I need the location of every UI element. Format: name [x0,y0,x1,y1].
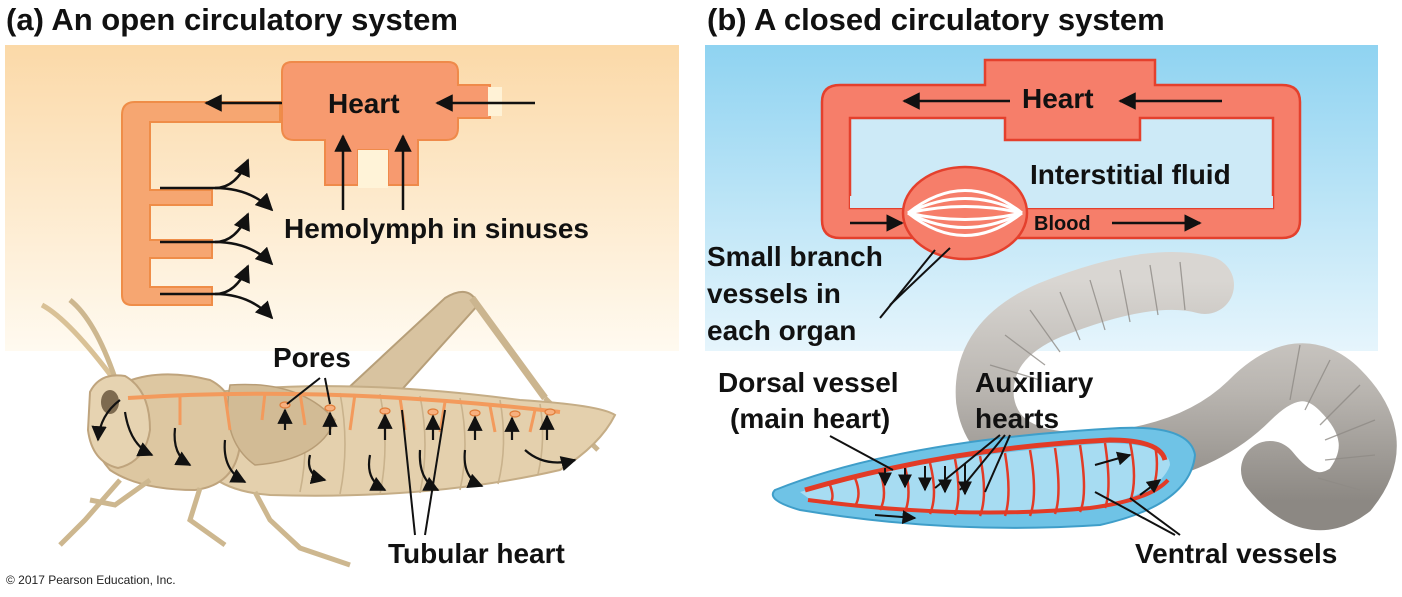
tubular-heart-label: Tubular heart [388,538,565,569]
capillary-bed [901,165,1029,261]
small-branch-label-line2: vessels in [707,278,841,309]
panel-a-title: (a) An open circulatory system [6,2,458,37]
pores-label: Pores [273,342,351,373]
black-arrow-icon [307,454,327,485]
grasshopper-illustration [40,290,617,568]
ventral-vessels-label: Ventral vessels [1135,538,1337,569]
black-arrow-icon [214,186,274,212]
interstitial-fluid-label: Interstitial fluid [1030,159,1231,190]
black-arrow-icon [367,454,387,491]
closed-flow-arrows [850,92,1222,232]
black-arrow-icon [418,449,440,491]
heart-chamber-a [281,61,491,186]
panel-b-leader-lines [829,247,1181,536]
hemolymph-label: Hemolymph in sinuses [284,213,589,244]
black-arrow-icon [1094,451,1132,466]
black-arrow-icon [1139,479,1162,496]
auxiliary-hearts-label-line2: hearts [975,403,1059,434]
black-arrow-icon [524,449,577,472]
earthworm-illustration [771,251,1397,531]
black-arrow-icon [173,427,192,466]
black-arrow-icon [91,399,121,442]
black-arrow-icon [874,510,917,525]
panel-b: Heart Interstitial fluid Blood Small bra… [705,45,1397,569]
open-vessel-loop [121,101,281,306]
black-arrow-icon [214,292,274,320]
dorsal-vessel-label-line1: Dorsal vessel [718,367,899,398]
heart-label-a: Heart [328,88,400,119]
small-branch-label-line3: each organ [707,315,856,346]
panel-b-title: (b) A closed circulatory system [707,2,1165,37]
sinus-gap [358,150,388,188]
blood-label: Blood [1034,213,1091,235]
inflow-stub [488,87,502,116]
copyright-credit: © 2017 Pearson Education, Inc. [6,573,176,587]
black-arrow-icon [123,411,154,457]
open-vessel-network [121,61,502,306]
open-flow-arrows [160,94,535,320]
black-arrow-icon [223,439,247,483]
auxiliary-hearts-label-line1: Auxiliary [975,367,1094,398]
panel-a-leader-lines [286,377,446,536]
panel-a: Heart Hemolymph in sinuses Pores Tubular… [5,45,679,569]
heart-label-b: Heart [1022,83,1094,114]
black-arrow-icon [463,449,484,488]
black-arrow-icon [214,240,274,266]
small-branch-label-line1: Small branch [707,241,883,272]
dorsal-vessel-label-line2: (main heart) [730,403,890,434]
